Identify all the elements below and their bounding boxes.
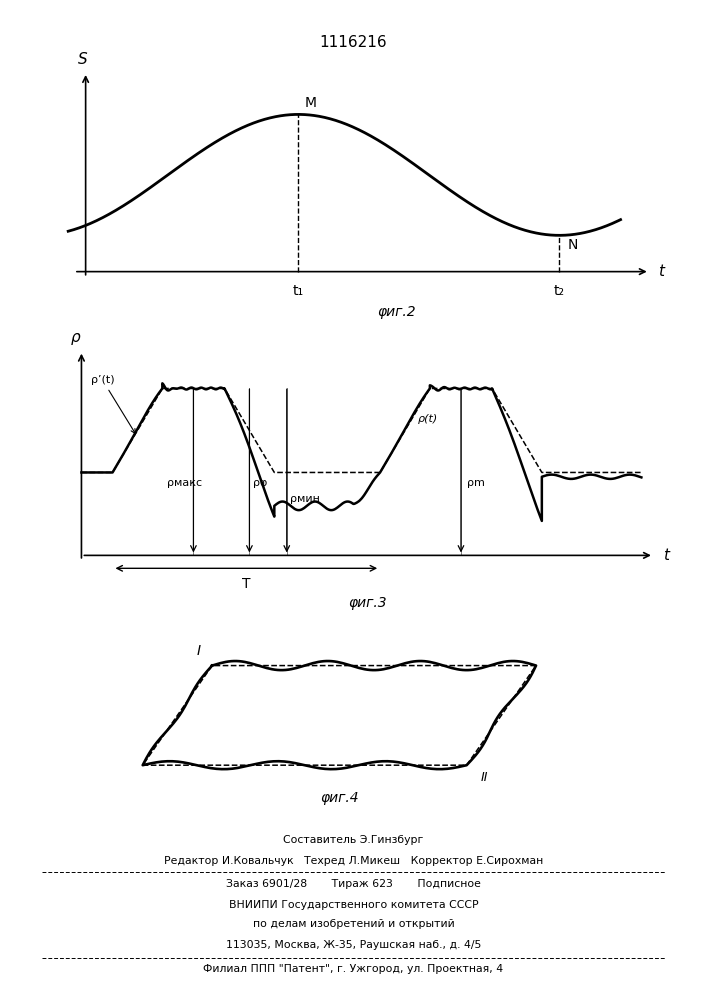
- Text: Филиал ППП "Патент", г. Ужгород, ул. Проектная, 4: Филиал ППП "Патент", г. Ужгород, ул. Про…: [204, 964, 503, 974]
- Text: φиг.3: φиг.3: [349, 596, 387, 610]
- Text: t₂: t₂: [554, 284, 565, 298]
- Text: t₁: t₁: [293, 284, 304, 298]
- Text: 1116216: 1116216: [320, 35, 387, 50]
- Text: N: N: [568, 238, 578, 252]
- Text: ρ’(t): ρ’(t): [90, 375, 135, 433]
- Text: ρm: ρm: [467, 478, 485, 488]
- Text: φиг.2: φиг.2: [378, 305, 416, 319]
- Text: ρ: ρ: [71, 330, 80, 345]
- Text: ВНИИПИ Государственного комитета СССР: ВНИИПИ Государственного комитета СССР: [228, 900, 479, 910]
- Text: 113035, Москва, Ж-35, Раушская наб., д. 4/5: 113035, Москва, Ж-35, Раушская наб., д. …: [226, 940, 481, 950]
- Text: ρмин: ρмин: [290, 494, 320, 504]
- Text: Заказ 6901/28       Тираж 623       Подписное: Заказ 6901/28 Тираж 623 Подписное: [226, 879, 481, 889]
- Text: S: S: [78, 52, 88, 67]
- Text: φиг.4: φиг.4: [320, 791, 358, 805]
- Text: t: t: [663, 548, 669, 563]
- Text: M: M: [304, 96, 316, 110]
- Text: по делам изобретений и открытий: по делам изобретений и открытий: [252, 919, 455, 929]
- Text: ρмакс: ρмакс: [167, 478, 201, 488]
- Text: Составитель Э.Гинзбург: Составитель Э.Гинзбург: [284, 835, 423, 845]
- Text: T: T: [242, 577, 250, 591]
- Text: ρφ: ρφ: [252, 478, 267, 488]
- Text: II: II: [481, 771, 488, 784]
- Text: ρ(t): ρ(t): [417, 414, 438, 424]
- Text: t: t: [658, 264, 665, 279]
- Text: I: I: [197, 644, 201, 658]
- Text: Редактор И.Ковальчук   Техред Л.Микеш   Корректор Е.Сирохман: Редактор И.Ковальчук Техред Л.Микеш Корр…: [164, 856, 543, 866]
